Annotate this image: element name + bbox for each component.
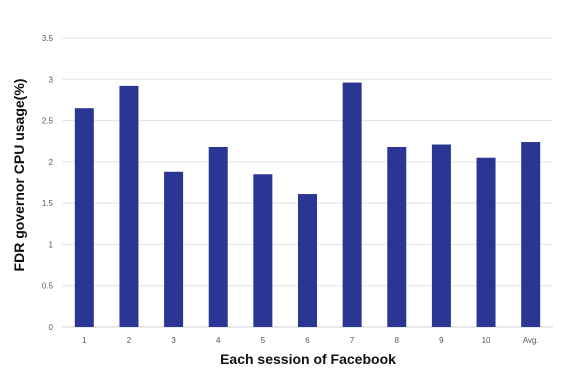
y-tick-label: 1 [49,240,54,249]
y-tick-label: 2 [49,158,54,167]
x-tick-label: 6 [305,336,310,345]
bar-3 [164,171,184,327]
bar-9 [431,144,451,327]
bar-7 [342,82,362,328]
bar-1 [74,108,94,327]
y-tick-label: 0.5 [42,282,54,291]
y-tick-label: 1.5 [42,199,54,208]
bar-5 [253,174,273,327]
y-tick-labels: 0 0.5 1 1.5 2 2.5 3 3.5 [42,34,54,332]
x-tick-label: 2 [127,336,132,345]
x-tick-label: 8 [395,336,400,345]
x-tick-label: Avg. [523,336,539,345]
x-tick-label: 10 [482,336,491,345]
x-tick-label: 3 [171,336,176,345]
x-tick-label: 9 [439,336,444,345]
x-tick-label: 5 [261,336,266,345]
y-axis-label: FDR governor CPU usage(%) [11,79,27,272]
y-tick-label: 2.5 [42,117,54,126]
x-tick-labels: 1 2 3 4 5 6 7 8 9 10 Avg. [82,336,539,345]
bar-10 [476,157,496,327]
y-tick-label: 3 [49,75,54,84]
bars [74,82,541,328]
y-tick-label: 3.5 [42,34,54,43]
x-tick-label: 1 [82,336,87,345]
x-axis-label: Each session of Facebook [220,351,396,367]
bar-8 [387,146,407,327]
bar-2 [119,85,139,328]
bar-6 [298,194,317,327]
x-tick-label: 4 [216,336,221,345]
bar-avg [521,142,541,327]
y-tick-label: 0 [49,323,54,332]
x-tick-label: 7 [350,336,355,345]
bar-4 [208,146,228,327]
